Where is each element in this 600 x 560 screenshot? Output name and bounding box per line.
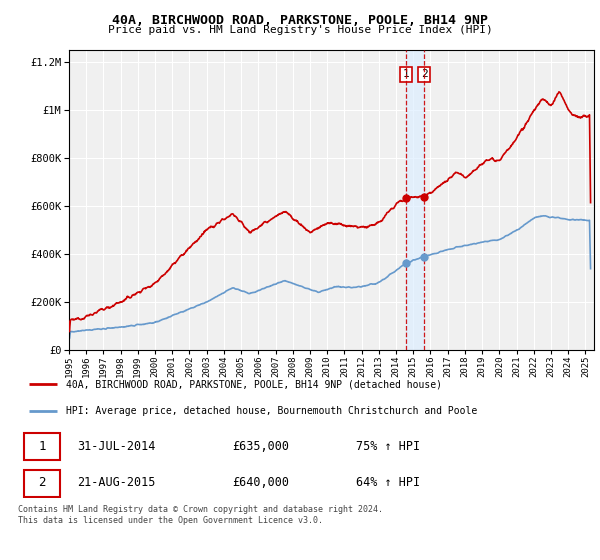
Text: £635,000: £635,000 [232,440,289,453]
Text: 1: 1 [38,440,46,453]
Text: 64% ↑ HPI: 64% ↑ HPI [356,477,421,489]
Text: 40A, BIRCHWOOD ROAD, PARKSTONE, POOLE, BH14 9NP (detached house): 40A, BIRCHWOOD ROAD, PARKSTONE, POOLE, B… [66,380,442,390]
Text: Contains HM Land Registry data © Crown copyright and database right 2024.
This d: Contains HM Land Registry data © Crown c… [18,505,383,525]
Bar [406,50,424,350]
FancyBboxPatch shape [23,470,60,497]
Text: Price paid vs. HM Land Registry's House Price Index (HPI): Price paid vs. HM Land Registry's House … [107,25,493,35]
Text: 40A, BIRCHWOOD ROAD, PARKSTONE, POOLE, BH14 9NP: 40A, BIRCHWOOD ROAD, PARKSTONE, POOLE, B… [112,14,488,27]
Text: HPI: Average price, detached house, Bournemouth Christchurch and Poole: HPI: Average price, detached house, Bour… [66,406,477,416]
FancyBboxPatch shape [23,433,60,460]
Text: 75% ↑ HPI: 75% ↑ HPI [356,440,421,453]
Text: 2: 2 [421,69,428,80]
Text: 2: 2 [38,477,46,489]
Text: 21-AUG-2015: 21-AUG-2015 [77,477,155,489]
Text: £640,000: £640,000 [232,477,289,489]
Text: 31-JUL-2014: 31-JUL-2014 [77,440,155,453]
Text: 1: 1 [403,69,409,80]
